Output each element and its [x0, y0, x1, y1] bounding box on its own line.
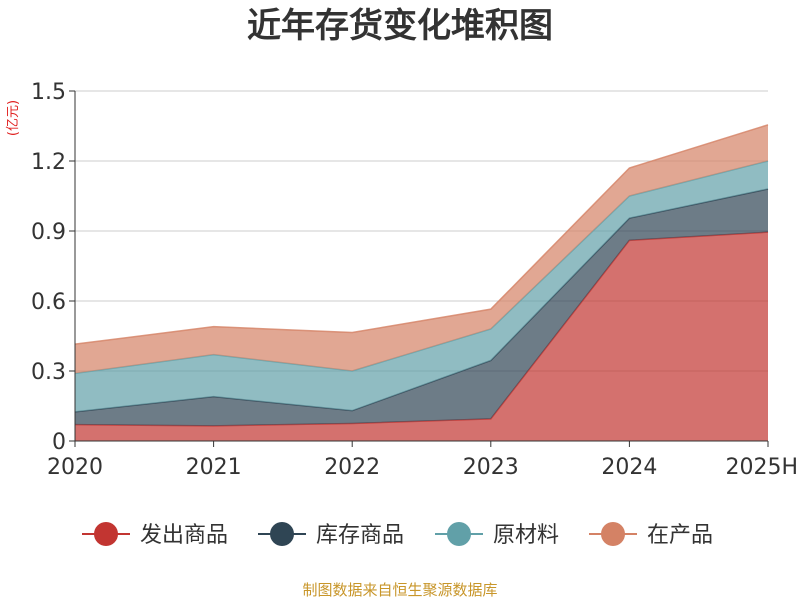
x-tick-label: 2021 [186, 455, 242, 480]
y-tick-label: 0.9 [31, 220, 66, 245]
legend-label: 在产品 [647, 523, 713, 548]
axes: 0 0.3 0.6 0.9 1.2 1.5 2020 2021 2022 2023 2024 2025… [31, 80, 798, 480]
y-tick-label: 0.3 [31, 360, 66, 385]
line-库存商品 [74, 188, 769, 413]
y-tick-label: 1.5 [31, 80, 66, 105]
x-tick-label: 2023 [463, 455, 519, 480]
x-tick-label: 2022 [324, 455, 380, 480]
area-在产品 [75, 124, 768, 374]
area-发出商品 [75, 232, 768, 441]
legend-label: 原材料 [493, 523, 559, 548]
area-series [74, 124, 769, 441]
line-在产品 [74, 124, 769, 345]
area-原材料 [75, 161, 768, 412]
y-tick-label: 0.6 [31, 290, 66, 315]
legend-marker [270, 522, 294, 546]
x-tick-label: 2024 [601, 455, 657, 480]
y-tick-label: 1.2 [31, 150, 66, 175]
legend-label: 库存商品 [316, 523, 404, 548]
legend-marker [601, 522, 625, 546]
area-库存商品 [75, 189, 768, 426]
chart-title: 近年存货变化堆积图 [247, 6, 553, 46]
legend-marker [447, 522, 471, 546]
legend-marker [94, 522, 118, 546]
y-axis-unit: (亿元) [6, 100, 21, 136]
x-tick-label: 2020 [47, 455, 103, 480]
legend-label: 发出商品 [140, 523, 228, 548]
legend: 发出商品 库存商品 原材料 在产品 [82, 522, 713, 548]
data-source: 制图数据来自恒生聚源数据库 [302, 581, 497, 599]
x-tick-label: 2025H [725, 455, 798, 480]
y-tick-label: 0 [52, 430, 66, 455]
